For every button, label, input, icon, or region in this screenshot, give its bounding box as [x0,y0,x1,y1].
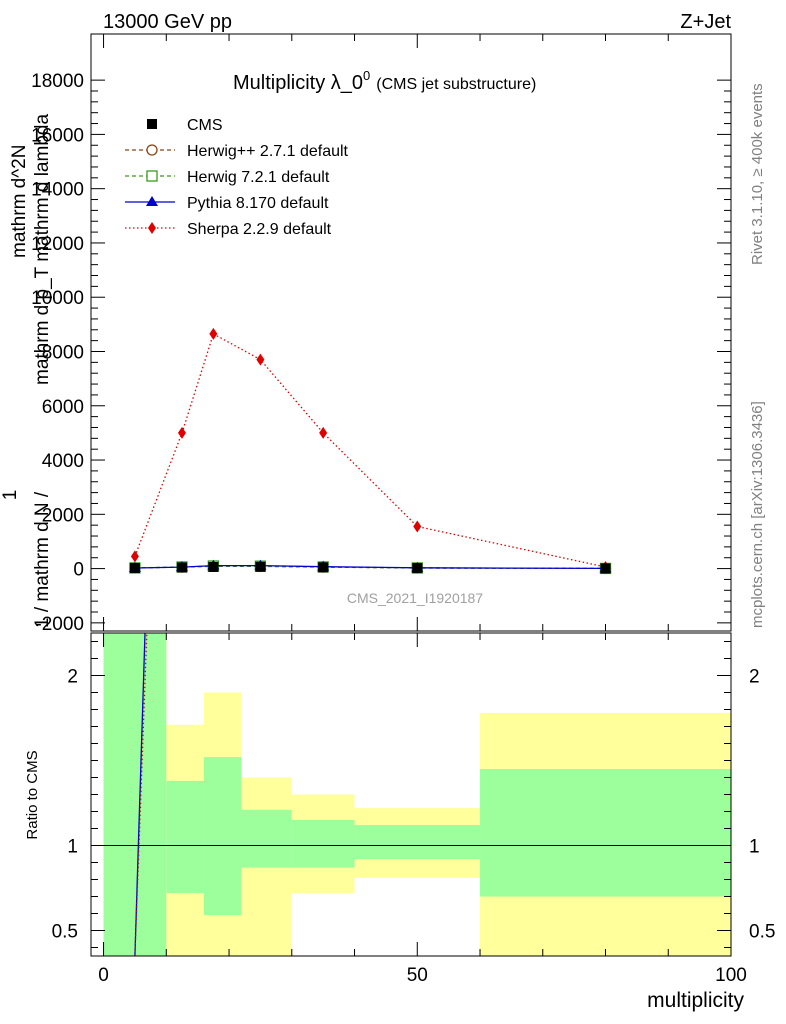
series-point-cms [176,562,187,573]
series-point-cms [129,563,140,574]
x-tick-label: 100 [715,965,747,986]
ratio-lines-layer [134,632,148,957]
ratio-line [134,632,146,957]
legend-entry-sherpa: Sherpa 2.2.9 default [125,221,332,238]
series-point-cms [318,562,329,573]
main-ytick-label: -2000 [35,614,84,635]
main-ytick-label: 0 [73,560,84,581]
main-series-layer [128,327,612,575]
legend-cms-label: CMS [187,117,223,134]
ratio-band-green [354,825,481,860]
series-point-sherpa [319,426,328,439]
legend-herwig7-label: Herwig 7.2.1 default [187,169,330,186]
main-x-ticks [103,34,732,631]
legend-entry-pythia: Pythia 8.170 default [125,195,329,212]
legend-entry-cms: CMS [147,117,223,134]
main-ytick-label: 16000 [31,125,84,146]
series-point-sherpa [413,520,422,533]
legend-pythia-marker [146,196,158,206]
main-ytick-label: 4000 [42,451,84,472]
main-ytick-label: 8000 [42,342,84,363]
main-ylabel-one: 1 [0,490,21,501]
legend-herwigpp-label: Herwig++ 2.7.1 default [187,143,349,160]
main-ytick-label: 10000 [31,288,84,309]
ratio-panel: 0.5 0.5 1 1 2 2 0 50 100 Ratio to CMS multiplic… [24,632,775,1012]
legend-herwigpp-marker [146,144,158,156]
main-panel: -2000 0 2000 4000 6000 8000 10000 12000 14000 160… [0,33,732,635]
ratio-ytick-label-right: 1 [749,837,760,858]
ratio-band-green [103,633,167,956]
mcplots-site-label: mcplots.cern.ch [arXiv:1306.3436] [749,401,766,628]
x-tick-label: 50 [407,965,428,986]
main-ytick-label: 2000 [42,505,84,526]
ratio-bands-layer [91,633,731,956]
ratio-ytick-label-left: 1 [67,837,78,858]
series-point-sherpa [130,550,139,563]
series-point-sherpa [256,353,265,366]
rivet-version-label: Rivet 3.1.10, ≥ 400k events [749,83,766,265]
ratio-y-ticks: 0.5 0.5 1 1 2 2 [52,641,775,948]
ratio-ylabel: Ratio to CMS [24,750,41,839]
main-ylabel-line-2: mathrm d p_T mathrm d lambda [32,114,53,385]
legend-entry-herwig7: Herwig 7.2.1 default [125,169,330,186]
main-y-ticks: -2000 0 2000 4000 6000 8000 10000 12000 14000 160… [31,71,731,635]
series-point-cms [600,563,611,574]
series-point-cms [412,563,423,574]
main-plot-frame [90,33,732,632]
series-point-cms [255,561,266,572]
ratio-ytick-label-right: 2 [749,667,760,688]
legend-entry-herwigpp: Herwig++ 2.7.1 default [125,143,349,160]
chart-title: Multiplicity λ_00 (CMS jet substructure) [233,68,536,94]
ratio-x-ticks: 0 50 100 [98,633,747,986]
legend-pythia-label: Pythia 8.170 default [187,195,329,212]
ratio-band-green [291,820,355,868]
x-axis-label: multiplicity [647,989,744,1012]
main-ytick-label: 12000 [31,234,84,255]
process-label: Z+Jet [680,11,731,33]
ratio-band-green [203,757,242,916]
x-tick-label: 0 [98,965,109,986]
series-point-sherpa [209,327,218,340]
legend: CMS Herwig++ 2.7.1 default Herwig 7.2.1 … [125,117,349,238]
ratio-ytick-label-left: 0.5 [52,922,78,943]
legend-sherpa-label: Sherpa 2.2.9 default [187,221,332,238]
ratio-band-green [241,809,292,868]
series-point-sherpa [177,426,186,439]
ratio-band-green [480,769,731,897]
watermark-label: CMS_2021_I1920187 [347,590,483,606]
chart-title-sup: 0 [363,68,370,83]
main-ylabel-line-3: 1 / mathrm d N / [32,491,53,628]
ratio-ytick-label-left: 2 [67,667,78,688]
chart-subtitle: (CMS jet substructure) [376,76,536,93]
series-point-cms [208,561,219,572]
ratio-line [134,632,148,957]
legend-sherpa-marker [148,222,156,234]
main-ylabel-line-1: mathrm d^2N [9,145,30,258]
main-ytick-label: 18000 [31,71,84,92]
main-ytick-label: 6000 [42,397,84,418]
legend-cms-marker [147,119,157,129]
energy-label: 13000 GeV pp [103,11,232,33]
main-ytick-label: 14000 [31,180,84,201]
chart-title-base: Multiplicity λ_0 [233,72,363,94]
ratio-band-green [166,780,204,894]
ratio-ytick-label-right: 0.5 [749,922,775,943]
legend-herwig7-marker [146,170,158,182]
